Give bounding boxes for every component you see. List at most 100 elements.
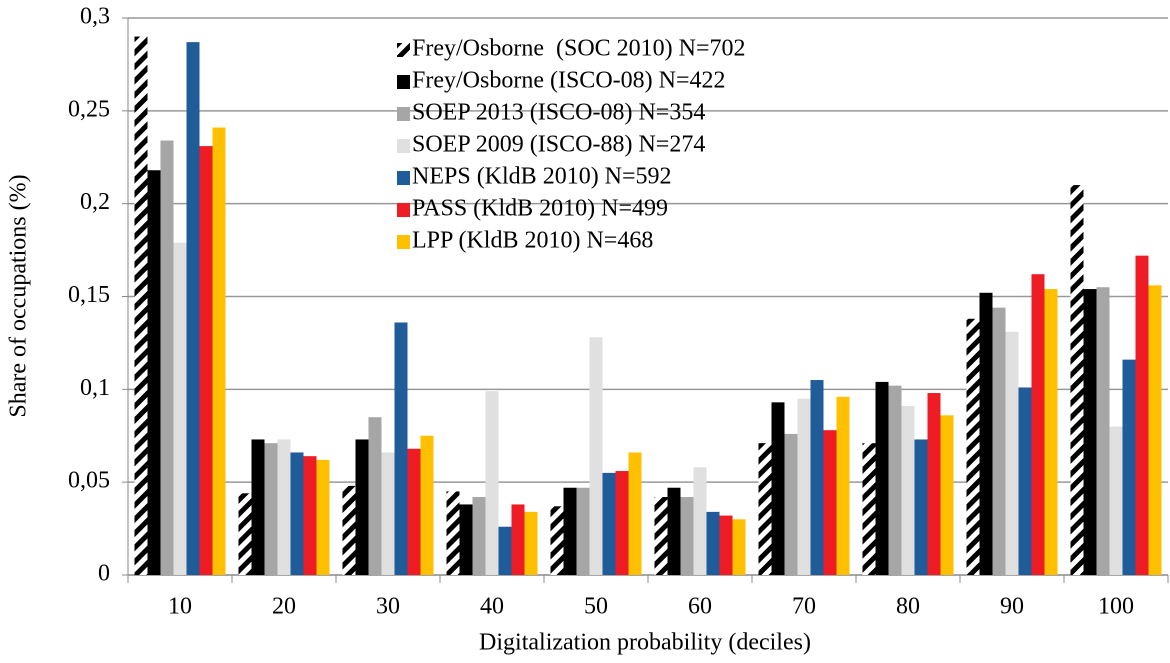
bar bbox=[420, 435, 434, 575]
bar bbox=[563, 487, 577, 575]
bar bbox=[160, 140, 174, 576]
y-axis-title: Share of occupations (%) bbox=[6, 174, 32, 417]
bar bbox=[342, 485, 356, 575]
x-tick-label: 50 bbox=[584, 594, 608, 620]
bar bbox=[1096, 287, 1110, 575]
bar bbox=[277, 439, 291, 575]
y-tick-label: 0,3 bbox=[80, 4, 110, 30]
legend-swatch bbox=[397, 75, 410, 89]
bar bbox=[238, 493, 252, 575]
bar bbox=[316, 459, 330, 575]
y-tick-label: 0,15 bbox=[68, 282, 110, 308]
bar bbox=[186, 42, 200, 576]
legend-swatch bbox=[397, 171, 410, 185]
bar bbox=[368, 417, 382, 575]
bar bbox=[485, 391, 499, 575]
bar bbox=[667, 487, 681, 575]
bar bbox=[550, 506, 564, 575]
bar bbox=[446, 491, 460, 575]
bar bbox=[836, 396, 850, 575]
y-tick-label: 0,2 bbox=[80, 189, 110, 215]
bar bbox=[719, 515, 733, 575]
bar bbox=[472, 497, 486, 575]
y-tick-label: 0,25 bbox=[68, 96, 110, 122]
bar bbox=[784, 433, 798, 575]
bar bbox=[212, 127, 226, 575]
bar bbox=[797, 398, 811, 575]
bar bbox=[303, 456, 317, 575]
bar bbox=[1083, 289, 1097, 575]
bar bbox=[693, 467, 707, 575]
bar bbox=[901, 406, 915, 575]
bar bbox=[615, 471, 629, 575]
bar bbox=[966, 318, 980, 575]
bar bbox=[511, 504, 525, 575]
bar bbox=[927, 393, 941, 575]
bar bbox=[1135, 255, 1149, 576]
bar bbox=[810, 380, 824, 575]
bar bbox=[355, 439, 369, 575]
y-tick-label: 0,05 bbox=[68, 468, 110, 494]
legend-swatch bbox=[397, 235, 410, 249]
bar bbox=[992, 307, 1006, 575]
bar bbox=[1044, 289, 1058, 575]
bar bbox=[1109, 426, 1123, 575]
bar bbox=[602, 472, 616, 575]
bar bbox=[1148, 285, 1162, 575]
x-tick-label: 100 bbox=[1098, 594, 1134, 620]
legend-label: NEPS (KldB 2010) N=592 bbox=[412, 164, 672, 190]
x-tick-label: 10 bbox=[168, 594, 192, 620]
bar bbox=[407, 448, 421, 575]
bar bbox=[147, 170, 161, 575]
bar bbox=[1070, 185, 1084, 575]
legend-label: Frey/Osborne (ISCO-08) N=422 bbox=[412, 68, 726, 94]
bar bbox=[758, 443, 772, 575]
bar bbox=[706, 511, 720, 575]
bar bbox=[680, 497, 694, 575]
bar bbox=[459, 504, 473, 575]
legend-swatch bbox=[397, 203, 410, 217]
x-tick-label: 70 bbox=[792, 594, 816, 620]
y-tick-label: 0 bbox=[98, 561, 110, 587]
bar bbox=[732, 519, 746, 575]
bar bbox=[628, 452, 642, 575]
bar bbox=[979, 292, 993, 575]
bar bbox=[940, 415, 954, 575]
bar bbox=[875, 381, 889, 575]
bar bbox=[381, 452, 395, 575]
x-tick-label: 40 bbox=[480, 594, 504, 620]
bar bbox=[1122, 359, 1136, 575]
bar bbox=[862, 443, 876, 575]
x-tick-label: 60 bbox=[688, 594, 712, 620]
legend-swatch bbox=[397, 107, 410, 121]
legend-swatch bbox=[397, 139, 410, 153]
x-tick-label: 30 bbox=[376, 594, 400, 620]
bar bbox=[654, 497, 668, 575]
bar bbox=[498, 526, 512, 575]
bar bbox=[888, 385, 902, 575]
legend-label: SOEP 2013 (ISCO-08) N=354 bbox=[412, 100, 705, 126]
bar bbox=[394, 322, 408, 575]
x-tick-label: 20 bbox=[272, 594, 296, 620]
bar bbox=[524, 511, 538, 575]
legend-label: LPP (KldB 2010) N=468 bbox=[412, 228, 653, 254]
bar bbox=[251, 439, 265, 575]
legend-label: SOEP 2009 (ISCO-88) N=274 bbox=[412, 132, 705, 158]
bar bbox=[823, 430, 837, 575]
bar bbox=[1031, 274, 1045, 575]
bar bbox=[264, 443, 278, 575]
x-axis-title: Digitalization probability (deciles) bbox=[479, 630, 811, 656]
legend-swatch bbox=[397, 43, 410, 57]
y-tick-label: 0,1 bbox=[80, 375, 110, 401]
bar bbox=[589, 337, 603, 575]
legend-label: Frey/Osborne (SOC 2010) N=702 bbox=[412, 36, 746, 62]
bar bbox=[576, 487, 590, 575]
x-tick-label: 90 bbox=[1000, 594, 1024, 620]
bar bbox=[199, 146, 213, 576]
bar bbox=[914, 439, 928, 575]
x-tick-label: 80 bbox=[896, 594, 920, 620]
bar bbox=[771, 402, 785, 575]
bar bbox=[1005, 331, 1019, 575]
legend-label: PASS (KldB 2010) N=499 bbox=[412, 196, 668, 222]
